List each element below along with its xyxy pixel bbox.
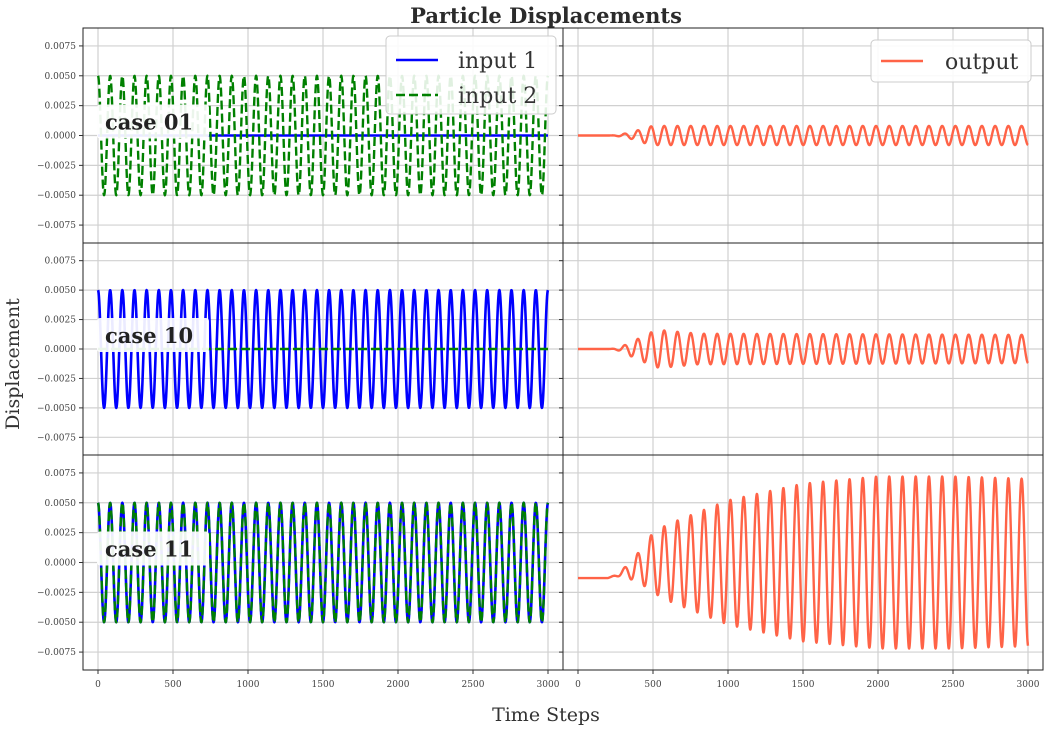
series-line-output — [576, 475, 1030, 650]
y-tick-label: 0.0075 — [45, 257, 77, 267]
series-line-output — [576, 329, 1030, 369]
x-tick-label: 0 — [575, 680, 581, 690]
x-tick-label: 2500 — [942, 680, 965, 690]
case-label-box — [97, 318, 209, 352]
x-axis-label: Time Steps — [492, 704, 600, 726]
x-tick-label: 1000 — [237, 680, 260, 690]
y-tick-label: 0.0075 — [45, 469, 77, 479]
chart-title: Particle Displacements — [410, 3, 682, 28]
y-tick-label: 0.0025 — [45, 102, 77, 112]
legend-label-input-2: input 2 — [458, 84, 537, 109]
case-label-box — [97, 531, 209, 566]
x-tick-label: 2500 — [462, 680, 485, 690]
x-tick-label: 2000 — [387, 680, 410, 690]
y-tick-label: 0.0000 — [45, 345, 77, 355]
x-tick-label: 2000 — [867, 680, 890, 690]
x-tick-label: 0 — [95, 680, 101, 690]
y-tick-label: −0.0075 — [37, 221, 76, 231]
case-label-box — [97, 104, 209, 139]
grid — [83, 455, 563, 670]
legend-label-input-1: input 1 — [458, 49, 537, 74]
x-tick-label: 500 — [164, 680, 181, 690]
subplot-2-2 — [559, 242, 1044, 459]
y-tick-label: 0.0050 — [45, 72, 77, 82]
series-group — [576, 124, 1030, 147]
y-tick-label: 0.0050 — [45, 499, 77, 509]
y-tick-label: −0.0050 — [37, 618, 76, 628]
x-tick-label: 500 — [644, 680, 661, 690]
subplot-1-2: output — [559, 27, 1044, 247]
legend-label-output: output — [945, 50, 1019, 75]
y-tick-label: −0.0050 — [37, 404, 76, 414]
x-tick-label: 1000 — [717, 680, 740, 690]
grid — [563, 243, 1043, 455]
series-line-output — [576, 124, 1030, 147]
y-tick-label: 0.0000 — [45, 132, 77, 142]
subplot-3-2: 0 500 1000 1500 2000 2500 3000 — [559, 454, 1044, 690]
y-tick-label: −0.0075 — [37, 433, 76, 443]
subplot-2-1: −0.0075 −0.0050 −0.0025 0.0000 0.0025 0.0050 0… — [37, 242, 564, 459]
subplot-grid: −0.0075 −0.0050 −0.0025 0.0000 0.0025 0.0050 0… — [37, 27, 1044, 690]
legend-inputs: input 1 input 2 — [385, 35, 557, 115]
subplot-1-1: −0.0075 −0.0050 −0.0025 0.0000 0.0025 0.0050 0… — [37, 27, 564, 247]
series-group — [576, 475, 1030, 650]
series-group — [576, 329, 1030, 369]
case-label: case 10 — [105, 323, 193, 348]
y-tick-label: −0.0025 — [37, 588, 76, 598]
y-tick-label: −0.0075 — [37, 648, 76, 658]
y-tick-label: 0.0000 — [45, 559, 77, 569]
x-tick-label: 3000 — [537, 680, 560, 690]
case-label: case 01 — [105, 110, 193, 135]
y-tick-label: 0.0050 — [45, 286, 77, 296]
y-tick-label: −0.0025 — [37, 374, 76, 384]
y-tick-label: −0.0025 — [37, 161, 76, 171]
case-label: case 11 — [105, 537, 193, 562]
x-tick-label: 1500 — [792, 680, 815, 690]
legend-frame — [870, 39, 1032, 83]
y-tick-label: −0.0050 — [37, 191, 76, 201]
y-tick-label: 0.0025 — [45, 316, 77, 326]
x-tick-label: 3000 — [1017, 680, 1040, 690]
x-tick-label: 1500 — [312, 680, 335, 690]
series-line-input-2 — [96, 501, 550, 624]
y-tick-label: 0.0075 — [45, 42, 77, 52]
y-tick-label: 0.0025 — [45, 529, 77, 539]
legend-output: output — [870, 39, 1032, 83]
subplot-3-1: −0.0075 −0.0050 −0.0025 0.0000 0.0025 0.0050 0… — [37, 454, 564, 690]
y-axis-label: Displacement — [2, 298, 24, 430]
